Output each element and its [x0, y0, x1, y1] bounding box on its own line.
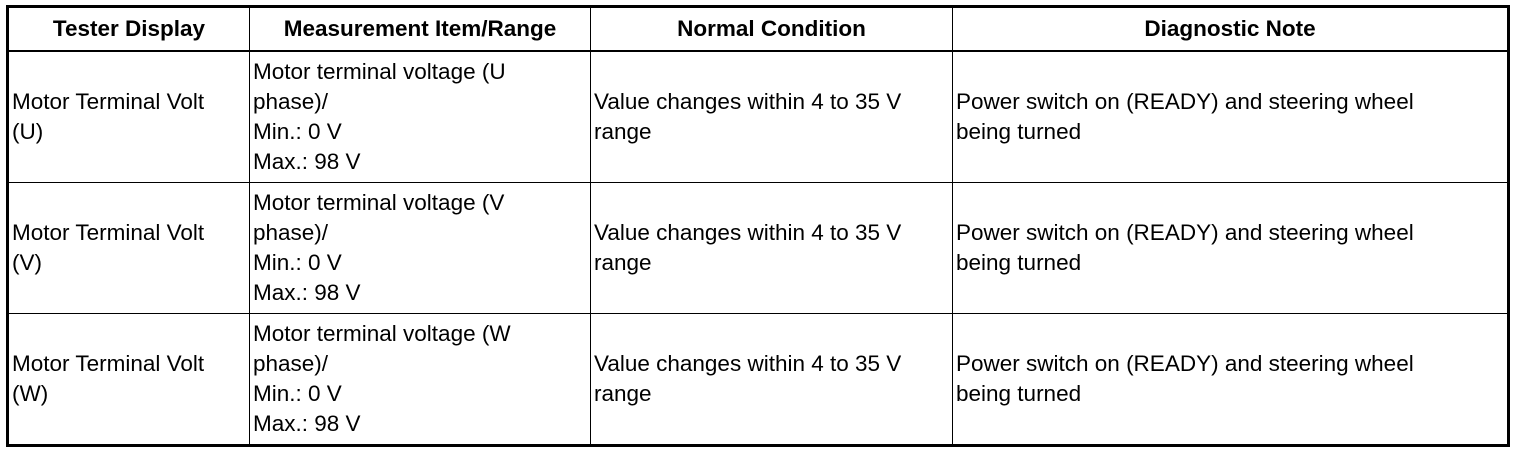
- cell-line: range: [594, 381, 652, 406]
- cell-line: Motor Terminal Volt: [12, 351, 205, 376]
- cell-line: range: [594, 250, 652, 275]
- cell-line: Motor terminal voltage (V: [253, 190, 505, 215]
- cell-line: (V): [12, 250, 42, 275]
- measurement-cell: Motor terminal voltage (W phase)/ Min.: …: [249, 313, 591, 446]
- tester-display-cell: Motor Terminal Volt (V): [7, 182, 250, 314]
- cell-line: Max.: 98 V: [253, 411, 361, 436]
- table-row: Motor Terminal Volt (W) Motor terminal v…: [7, 313, 1509, 446]
- header-normal-condition: Normal Condition: [590, 6, 953, 52]
- header-measurement-item-range: Measurement Item/Range: [249, 6, 591, 52]
- table-row: Motor Terminal Volt (U) Motor terminal v…: [7, 50, 1509, 183]
- cell-line: Power switch on (READY) and steering whe…: [956, 351, 1414, 376]
- normal-condition-cell: Value changes within 4 to 35 V range: [590, 313, 953, 446]
- cell-line: Motor terminal voltage (U: [253, 59, 506, 84]
- cell-line: Motor Terminal Volt: [12, 220, 205, 245]
- cell-line: Motor Terminal Volt: [12, 89, 205, 114]
- normal-condition-cell: Value changes within 4 to 35 V range: [590, 182, 953, 314]
- cell-line: Value changes within 4 to 35 V: [594, 351, 902, 376]
- normal-condition-cell: Value changes within 4 to 35 V range: [590, 50, 953, 183]
- cell-line: Value changes within 4 to 35 V: [594, 220, 902, 245]
- cell-line: Power switch on (READY) and steering whe…: [956, 220, 1414, 245]
- table-row: Motor Terminal Volt (V) Motor terminal v…: [7, 182, 1509, 314]
- cell-line: Min.: 0 V: [253, 381, 342, 406]
- cell-line: phase)/: [253, 89, 329, 114]
- tester-display-cell: Motor Terminal Volt (U): [7, 50, 250, 183]
- table-header-row: Tester Display Measurement Item/Range No…: [7, 6, 1509, 52]
- header-diagnostic-note: Diagnostic Note: [952, 6, 1509, 52]
- cell-line: range: [594, 119, 652, 144]
- cell-line: Motor terminal voltage (W: [253, 321, 511, 346]
- cell-line: Min.: 0 V: [253, 250, 342, 275]
- cell-line: (W): [12, 381, 49, 406]
- cell-line: being turned: [956, 381, 1082, 406]
- diagnostic-note-cell: Power switch on (READY) and steering whe…: [952, 313, 1509, 446]
- diagnostic-note-cell: Power switch on (READY) and steering whe…: [952, 182, 1509, 314]
- cell-line: Max.: 98 V: [253, 149, 361, 174]
- diagnostic-data-table: Tester Display Measurement Item/Range No…: [6, 5, 1510, 447]
- tester-display-cell: Motor Terminal Volt (W): [7, 313, 250, 446]
- cell-line: Min.: 0 V: [253, 119, 342, 144]
- cell-line: (U): [12, 119, 44, 144]
- cell-line: being turned: [956, 250, 1082, 275]
- cell-line: Power switch on (READY) and steering whe…: [956, 89, 1414, 114]
- measurement-cell: Motor terminal voltage (U phase)/ Min.: …: [249, 50, 591, 183]
- cell-line: Value changes within 4 to 35 V: [594, 89, 902, 114]
- header-tester-display: Tester Display: [7, 6, 250, 52]
- cell-line: phase)/: [253, 220, 329, 245]
- cell-line: phase)/: [253, 351, 329, 376]
- cell-line: Max.: 98 V: [253, 280, 361, 305]
- cell-line: being turned: [956, 119, 1082, 144]
- measurement-cell: Motor terminal voltage (V phase)/ Min.: …: [249, 182, 591, 314]
- diagnostic-note-cell: Power switch on (READY) and steering whe…: [952, 50, 1509, 183]
